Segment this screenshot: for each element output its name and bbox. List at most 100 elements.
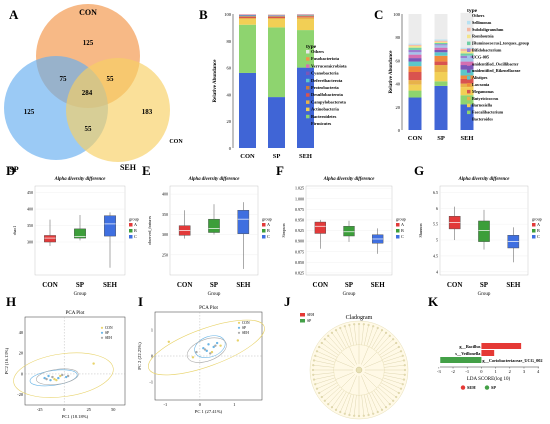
lda-bar (481, 343, 522, 349)
legend-entry: SEH (467, 385, 476, 390)
cladogram-inner-ring (333, 344, 385, 396)
cladogram-branch (364, 360, 383, 368)
confidence-ellipse-con (13, 352, 114, 398)
plot-title: Alpha diversity difference (323, 177, 376, 182)
y-axis-label: Relative Abundance (213, 59, 218, 103)
bar-segment-megamonas (434, 61, 448, 66)
plot-area (154, 311, 263, 401)
cladogram-node (392, 399, 395, 402)
panel-letter-a: A (9, 7, 19, 22)
legend-entry: C (267, 234, 270, 239)
legend-swatch (467, 55, 471, 59)
cladogram-branch (328, 335, 343, 352)
data-point-sp (212, 345, 215, 349)
cladogram-node (318, 392, 321, 395)
lda-bar-label: g__Coriobacteriaceae_UCG_002 (482, 358, 542, 363)
bar-segment-romboutsia (434, 41, 448, 43)
legend-swatch (467, 110, 471, 115)
panel-h-pca-plot: PCA Plot -25 0 25 50 -20 0 20 40 PC1 (18.18%) PC2 … (4, 311, 126, 419)
cladogram-branch (315, 355, 335, 363)
x-tick-label: 25 (87, 407, 91, 412)
panel-letter-b: B (199, 7, 208, 22)
cladogram-node (404, 369, 407, 372)
cladogram-node (348, 413, 351, 416)
cladogram-branch (361, 375, 369, 394)
y-axis-label: Relative Abundance (389, 50, 394, 94)
box-body-con (44, 235, 56, 243)
box-body-sp (208, 218, 220, 233)
y-tick-label: 80 (396, 35, 401, 40)
x-tick-label-con: CON (240, 153, 255, 160)
cladogram-branch (380, 382, 399, 394)
bar-segment-butyricicoccus (408, 80, 422, 85)
cladogram-branch (316, 380, 336, 389)
bar-segment-barnesiella (434, 72, 448, 82)
cladogram-branch (361, 395, 364, 416)
bar-segment-faecalibacterium (434, 81, 448, 86)
legend-swatch (467, 96, 471, 101)
legend-entry: Others (472, 13, 485, 18)
y-tick-label: 250 (162, 252, 168, 257)
cladogram-branch (344, 394, 352, 414)
x-axis-label: Group (208, 292, 221, 297)
data-point-sp (205, 349, 208, 353)
cladogram-node (403, 364, 406, 367)
legend-entry: UCG-005 (472, 54, 489, 59)
bar-segment-faecalibacterium (408, 90, 422, 98)
legend-title: group (532, 217, 542, 222)
panel-letter-c: C (374, 7, 383, 22)
legend-entry: SEH (105, 336, 112, 340)
bar-segment-campylobacterota (268, 18, 285, 20)
bar-segment-bacteroidetes (297, 30, 314, 68)
lda-bar-label: s__Veillonella (455, 351, 481, 356)
y-tick-label: 300 (162, 232, 168, 237)
legend-title: group (262, 217, 272, 222)
plot-title: Alpha diversity difference (54, 177, 107, 182)
bar-segment-desulfobacterota (268, 16, 285, 19)
legend-swatch (262, 235, 266, 239)
y-axis-label: PC2 (16.13%) (4, 347, 9, 374)
y-tick-label: 0 (151, 354, 153, 359)
bar-segment-desulfobacterota (297, 16, 314, 18)
panel-c-stacked-bar-chart: 0 20 40 60 80 100 Relative Abundance CON SP SEH ty… (389, 8, 530, 142)
cladogram-legend-entry: SEH (307, 313, 314, 317)
cladogram-branch (315, 377, 335, 385)
legend-entry: B (401, 228, 404, 233)
venn-label-seh: SEH (120, 163, 137, 172)
legend-entry: Desulfobacterota (311, 92, 344, 97)
cladogram-branch (349, 375, 357, 394)
x-tick-label: 4 (537, 369, 540, 374)
panel-g-box-plot: Alpha diversity difference 4 4.5 5 5.5 6 6.5 Sh… (418, 177, 542, 297)
legend-entry: Fusobacteriota (311, 56, 340, 61)
legend-entry: C (537, 234, 540, 239)
venn-count-all: 284 (82, 89, 93, 97)
legend-entry: Alistipes (472, 75, 488, 80)
legend-entry: C (134, 234, 137, 239)
cladogram-node (313, 378, 316, 381)
cladogram-node (348, 324, 351, 327)
bar-segment-lawsonia (408, 66, 422, 72)
legend-swatch (129, 229, 133, 233)
data-point-seh (45, 377, 48, 381)
cladogram-node (358, 415, 361, 418)
y-tick-label: 0.950 (295, 218, 304, 223)
cladogram-branch (364, 372, 383, 380)
x-tick-label: -2 (451, 369, 455, 374)
cladogram-branch (375, 335, 390, 352)
legend-swatch (467, 117, 471, 121)
cladogram-root (355, 366, 363, 374)
cladogram-branch (379, 384, 397, 398)
cladogram-branch (369, 393, 378, 413)
legend-entry: Firmicutes (311, 121, 332, 126)
data-point-sp (207, 343, 210, 346)
bar-segment-subdoligranulum (434, 40, 448, 42)
panel-f-box-plot: Alpha diversity difference 0.825 0.850 0.87… (281, 177, 406, 297)
venn-count-sp-only: 125 (24, 108, 35, 116)
cladogram-node (381, 329, 384, 332)
data-point-sp (64, 375, 68, 379)
bar-segment-romboutsia (460, 51, 474, 54)
panel-letter-i: I (138, 294, 143, 309)
x-tick-label: 1 (494, 369, 496, 374)
cladogram-node (395, 396, 398, 399)
bar-segment-unidentified-rikenellaceae (434, 49, 448, 53)
